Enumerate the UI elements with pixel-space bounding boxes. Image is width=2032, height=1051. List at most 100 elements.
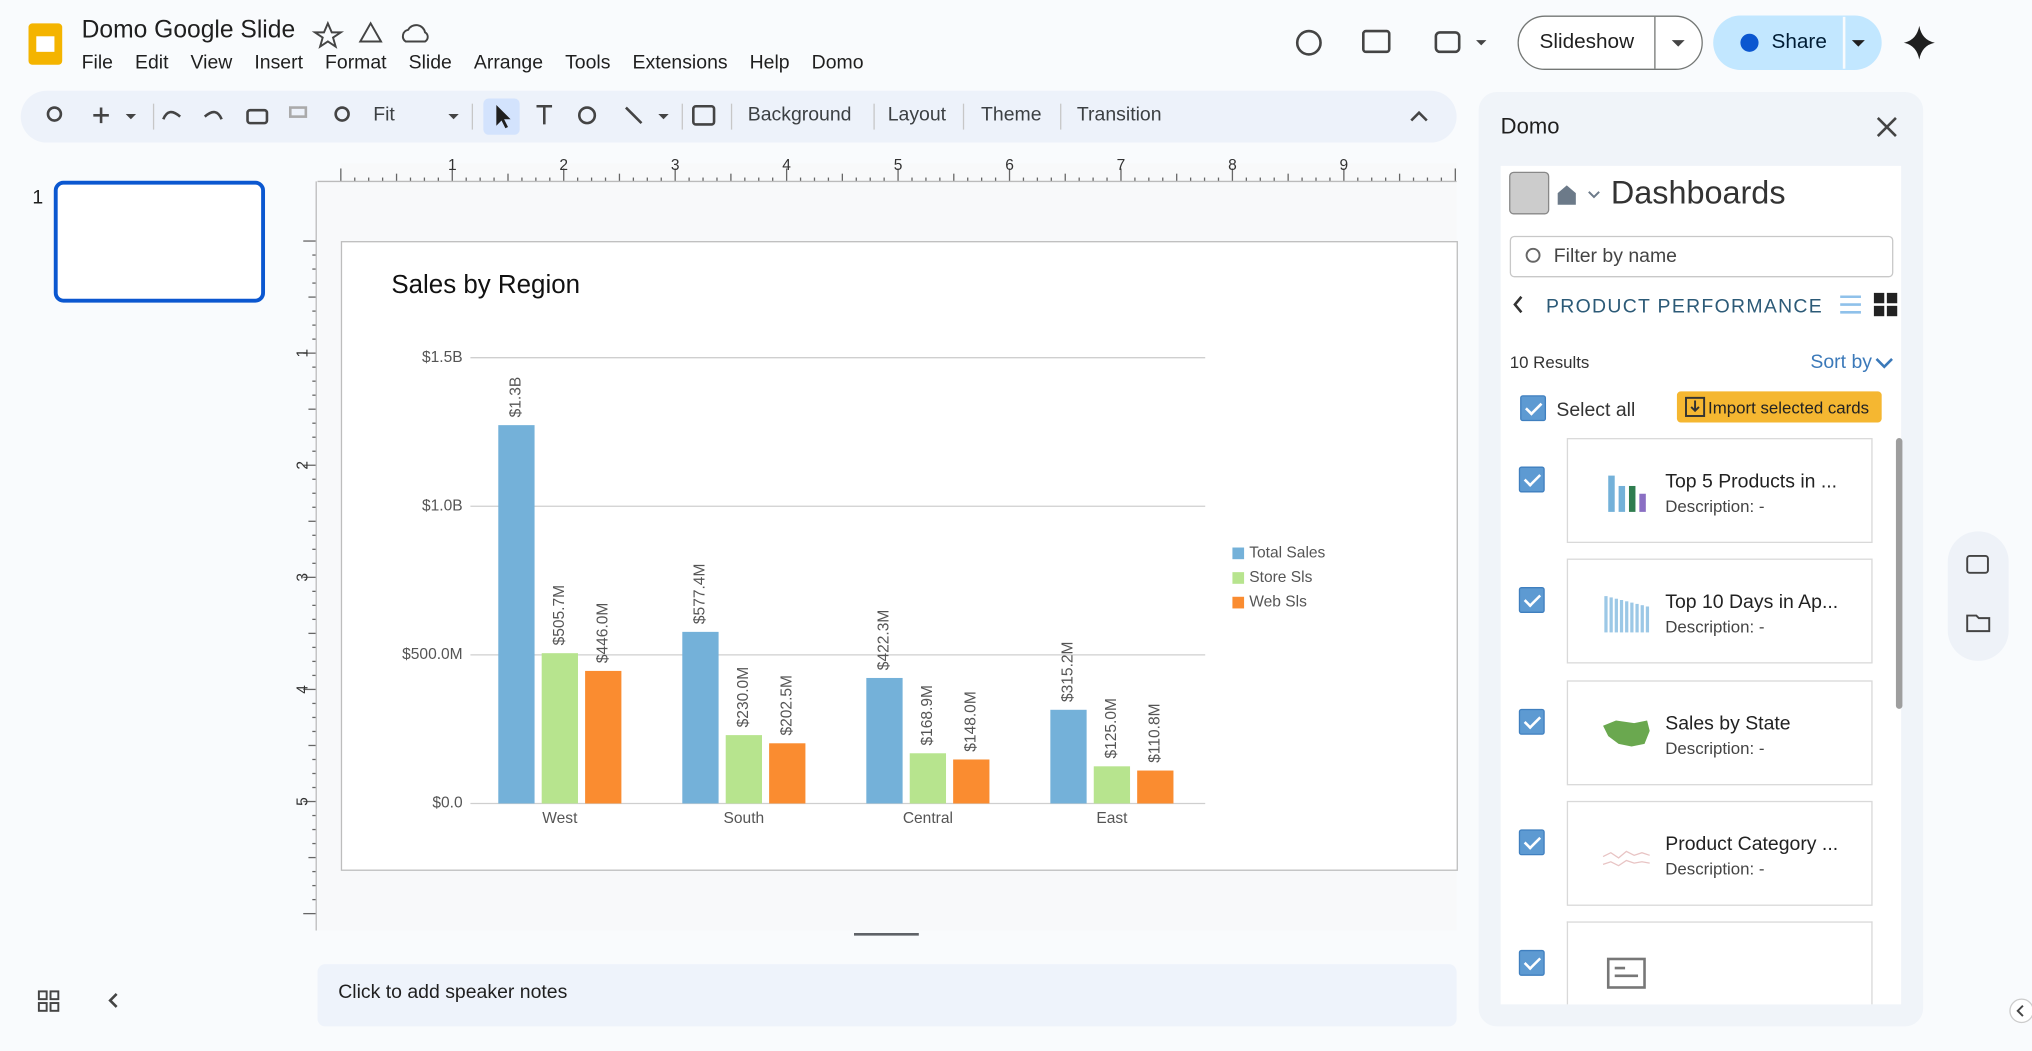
grid-view-icon[interactable]	[49, 990, 60, 1001]
select-all-checkbox[interactable]	[1520, 395, 1547, 422]
text-box-icon[interactable]	[536, 104, 553, 125]
menu-item[interactable]: Slide	[408, 51, 452, 74]
document-title[interactable]: Domo Google Slide	[81, 16, 296, 45]
card[interactable]	[1566, 921, 1873, 1005]
legend-label: Web Sls	[1249, 594, 1307, 611]
menu-item[interactable]: Format	[325, 51, 387, 74]
zoom-icon[interactable]	[334, 106, 350, 122]
redo-icon[interactable]	[203, 110, 223, 120]
gemini-icon[interactable]	[1903, 25, 1935, 60]
domo-header-icons	[1509, 171, 1898, 317]
menu-item[interactable]: Tools	[565, 51, 611, 74]
menu-item[interactable]: Domo	[811, 51, 864, 74]
share-button[interactable]	[1713, 15, 1882, 70]
card-checkbox[interactable]	[1518, 829, 1545, 856]
menu-bar: File Edit View Insert Format Slide Arrange Tool…	[82, 52, 864, 74]
share-dropdown[interactable]	[1851, 40, 1865, 47]
new-slide-icon[interactable]	[93, 107, 109, 124]
history-icon[interactable]	[1295, 29, 1322, 56]
card[interactable]: Top 10 Days in Ap... Description: -	[1566, 558, 1873, 664]
select-tool[interactable]	[496, 104, 511, 129]
back-button[interactable]	[1513, 295, 1523, 314]
filter-placeholder[interactable]: Filter by name	[1553, 244, 1677, 267]
meet-dropdown[interactable]	[1476, 40, 1487, 46]
toolbar-button[interactable]: Layout	[887, 103, 947, 126]
list-view-icon[interactable]	[1840, 295, 1861, 314]
speaker-notes-placeholder[interactable]: Click to add speaker notes	[338, 981, 568, 1004]
filter-input[interactable]	[1509, 235, 1894, 278]
toolbar-button[interactable]: Transition	[1076, 103, 1162, 126]
scrollbar[interactable]	[1895, 438, 1903, 709]
card-title[interactable]: Top 10 Days in Ap...	[1665, 591, 1839, 614]
slideshow-button[interactable]	[1517, 15, 1703, 70]
move-icon[interactable]	[358, 21, 383, 43]
ruler-label: 3	[294, 573, 311, 582]
card-description: Description: -	[1665, 859, 1765, 879]
line-dropdown[interactable]	[658, 114, 669, 120]
collapse-toolbar[interactable]	[1410, 110, 1428, 122]
sort-chevron[interactable]	[1875, 356, 1893, 369]
cloud-icon[interactable]	[401, 24, 429, 43]
card[interactable]: Top 5 Products in ... Description: -	[1566, 438, 1873, 543]
menu-item[interactable]: Arrange	[473, 51, 544, 74]
expand-rail[interactable]	[2006, 998, 2032, 1024]
collapse-filmstrip[interactable]	[108, 993, 118, 1008]
meet-icon[interactable]	[1434, 31, 1461, 54]
star-icon[interactable]	[311, 20, 345, 49]
card-title[interactable]: Sales by State	[1665, 712, 1791, 735]
shape-icon[interactable]	[577, 106, 597, 125]
menu-item[interactable]: View	[190, 51, 233, 74]
card-description: Description: -	[1665, 617, 1765, 637]
folder-icon[interactable]	[1966, 614, 1991, 633]
comment-icon[interactable]	[1362, 29, 1391, 54]
toolbar-separator	[681, 103, 683, 130]
close-panel[interactable]	[1874, 114, 1900, 140]
slide-thumbnail[interactable]	[53, 180, 266, 303]
grid-view[interactable]	[1873, 305, 1885, 317]
sort-button[interactable]: Sort by	[1810, 351, 1872, 374]
print-icon[interactable]	[246, 108, 269, 125]
grid-view-icon[interactable]	[37, 1002, 48, 1012]
card[interactable]: Product Category ... Description: -	[1566, 800, 1873, 906]
home-icon[interactable]	[1557, 185, 1576, 205]
import-label[interactable]: Import selected cards	[1708, 397, 1870, 418]
menu-item[interactable]: Insert	[254, 51, 303, 74]
toolbar-button[interactable]: Background	[747, 103, 852, 126]
addon-icon[interactable]	[1966, 554, 1989, 574]
card-thumbnail	[1602, 850, 1650, 867]
grid-view-icon[interactable]	[49, 1002, 60, 1012]
card-title[interactable]: Top 5 Products in ...	[1665, 470, 1838, 493]
value-label: $446.0M	[594, 603, 611, 664]
card-checkbox[interactable]	[1518, 708, 1545, 735]
toolbar-button[interactable]: Theme	[981, 103, 1042, 126]
search-icon[interactable]	[46, 106, 63, 122]
grid-view-icon[interactable]	[37, 990, 48, 1001]
speaker-notes[interactable]	[317, 964, 1457, 1027]
home-dropdown[interactable]	[1588, 191, 1600, 199]
card[interactable]: Sales by State Description: -	[1566, 679, 1873, 785]
slideshow-label[interactable]: Slideshow	[1539, 31, 1635, 54]
card-checkbox[interactable]	[1518, 466, 1545, 493]
grid-view[interactable]	[1886, 292, 1898, 304]
zoom-value[interactable]: Fit	[373, 103, 395, 126]
undo-icon[interactable]	[162, 110, 181, 120]
card-checkbox[interactable]	[1518, 949, 1545, 976]
menu-item[interactable]: Edit	[134, 51, 169, 74]
select-all-label[interactable]: Select all	[1556, 399, 1636, 422]
import-button[interactable]	[1676, 391, 1882, 423]
zoom-dropdown[interactable]	[448, 114, 459, 120]
menu-item[interactable]: Help	[749, 51, 790, 74]
card-thumbnail	[1604, 596, 1650, 633]
card-title[interactable]: Product Category ...	[1665, 833, 1839, 856]
slideshow-dropdown[interactable]	[1671, 40, 1685, 47]
menu-item[interactable]: Extensions	[632, 51, 728, 74]
grid-view[interactable]	[1886, 305, 1898, 317]
menu-item[interactable]: File	[81, 51, 113, 74]
comment-add-icon[interactable]	[692, 104, 716, 126]
line-icon[interactable]	[625, 106, 643, 125]
new-slide-dropdown[interactable]	[125, 114, 137, 120]
card-checkbox[interactable]	[1518, 587, 1545, 614]
grid-view[interactable]	[1873, 292, 1885, 304]
ruler-label: 5	[294, 797, 311, 806]
share-label[interactable]: Share	[1771, 31, 1827, 54]
